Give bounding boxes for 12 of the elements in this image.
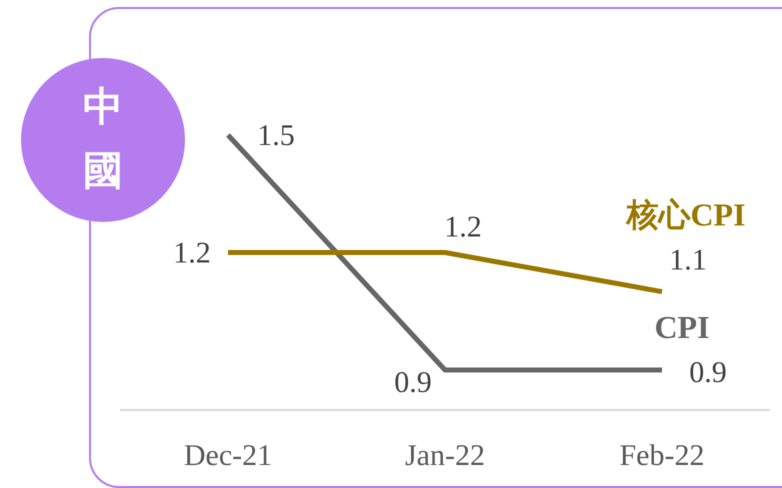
x-tick-label: Dec-21: [184, 439, 272, 472]
x-tick-label: Jan-22: [405, 439, 485, 472]
data-label: 1.5: [257, 119, 295, 152]
data-label: 0.9: [689, 356, 727, 389]
data-label: 1.1: [669, 244, 707, 277]
data-label: 1.2: [444, 210, 482, 244]
chart-title: 中國: [83, 84, 123, 194]
data-label: 0.9: [394, 366, 432, 399]
x-tick-label: Feb-22: [620, 439, 704, 472]
series-label: CPI: [654, 309, 710, 345]
series-label: 核心CPI: [625, 196, 746, 233]
data-label: 1.2: [173, 236, 211, 270]
